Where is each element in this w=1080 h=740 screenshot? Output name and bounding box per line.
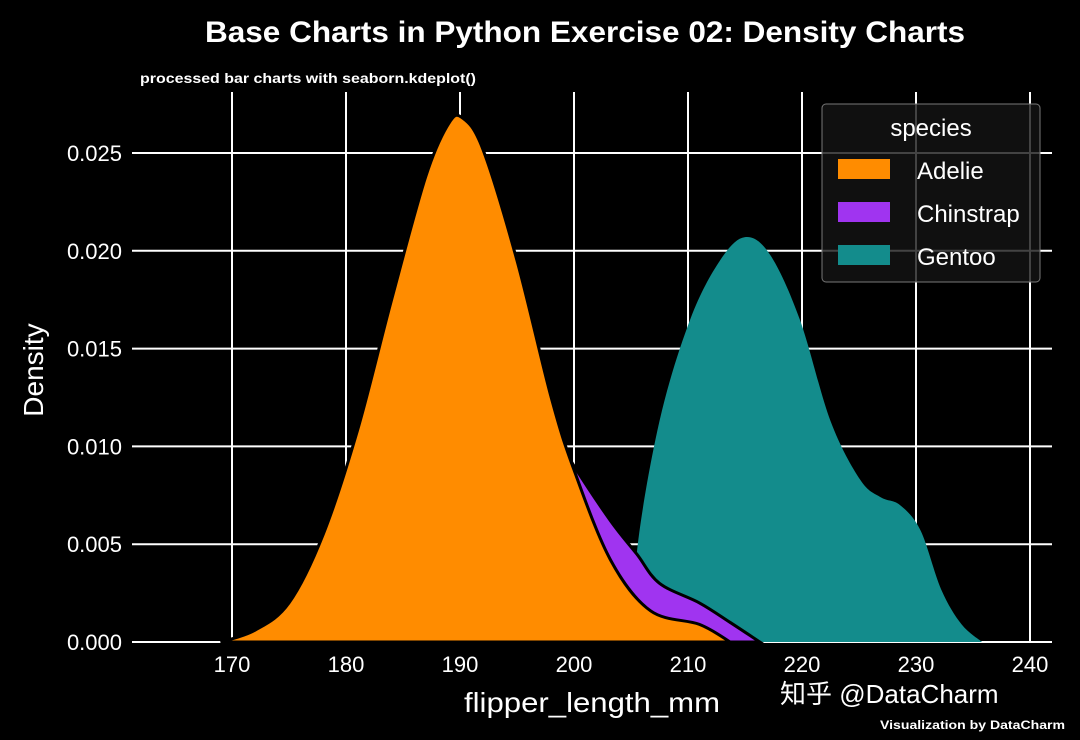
x-tick-label: 230 (898, 652, 935, 677)
y-axis-label: Density (18, 323, 49, 416)
y-tick-label: 0.010 (67, 434, 122, 459)
y-tick-label: 0.025 (67, 141, 122, 166)
x-axis-label: flipper_length_mm (464, 687, 720, 718)
x-tick-label: 180 (328, 652, 365, 677)
x-tick-label: 240 (1012, 652, 1049, 677)
watermark-zhihu: 知乎 @DataCharm (780, 679, 999, 709)
y-tick-label: 0.000 (67, 630, 122, 655)
legend-label-chinstrap: Chinstrap (917, 201, 1020, 228)
y-tick-label: 0.005 (67, 532, 122, 557)
chart-title: Base Charts in Python Exercise 02: Densi… (205, 16, 965, 49)
x-tick-label: 200 (556, 652, 593, 677)
x-tick-label: 170 (214, 652, 251, 677)
legend-swatch-chinstrap (838, 202, 890, 222)
area-gentoo (635, 236, 983, 642)
x-tick-labels: 170 180 190 200 210 220 230 240 (214, 652, 1049, 677)
density-areas (220, 113, 983, 644)
watermark-credit: Visualization by DataCharm (880, 718, 1065, 732)
x-tick-label: 210 (670, 652, 707, 677)
legend: species Adelie Chinstrap Gentoo (821, 103, 1041, 283)
y-tick-labels: 0.000 0.005 0.010 0.015 0.020 0.025 (67, 141, 122, 655)
area-adelie (220, 113, 736, 644)
legend-label-adelie: Adelie (917, 158, 984, 185)
legend-swatch-adelie (838, 159, 890, 179)
x-tick-label: 190 (442, 652, 479, 677)
legend-swatch-gentoo (838, 245, 890, 265)
y-tick-label: 0.020 (67, 239, 122, 264)
legend-title: species (890, 115, 971, 142)
legend-box (821, 103, 1041, 283)
x-tick-label: 220 (784, 652, 821, 677)
y-tick-label: 0.015 (67, 337, 122, 362)
chart-subtitle: processed bar charts with seaborn.kdeplo… (140, 70, 476, 86)
legend-label-gentoo: Gentoo (917, 244, 996, 271)
